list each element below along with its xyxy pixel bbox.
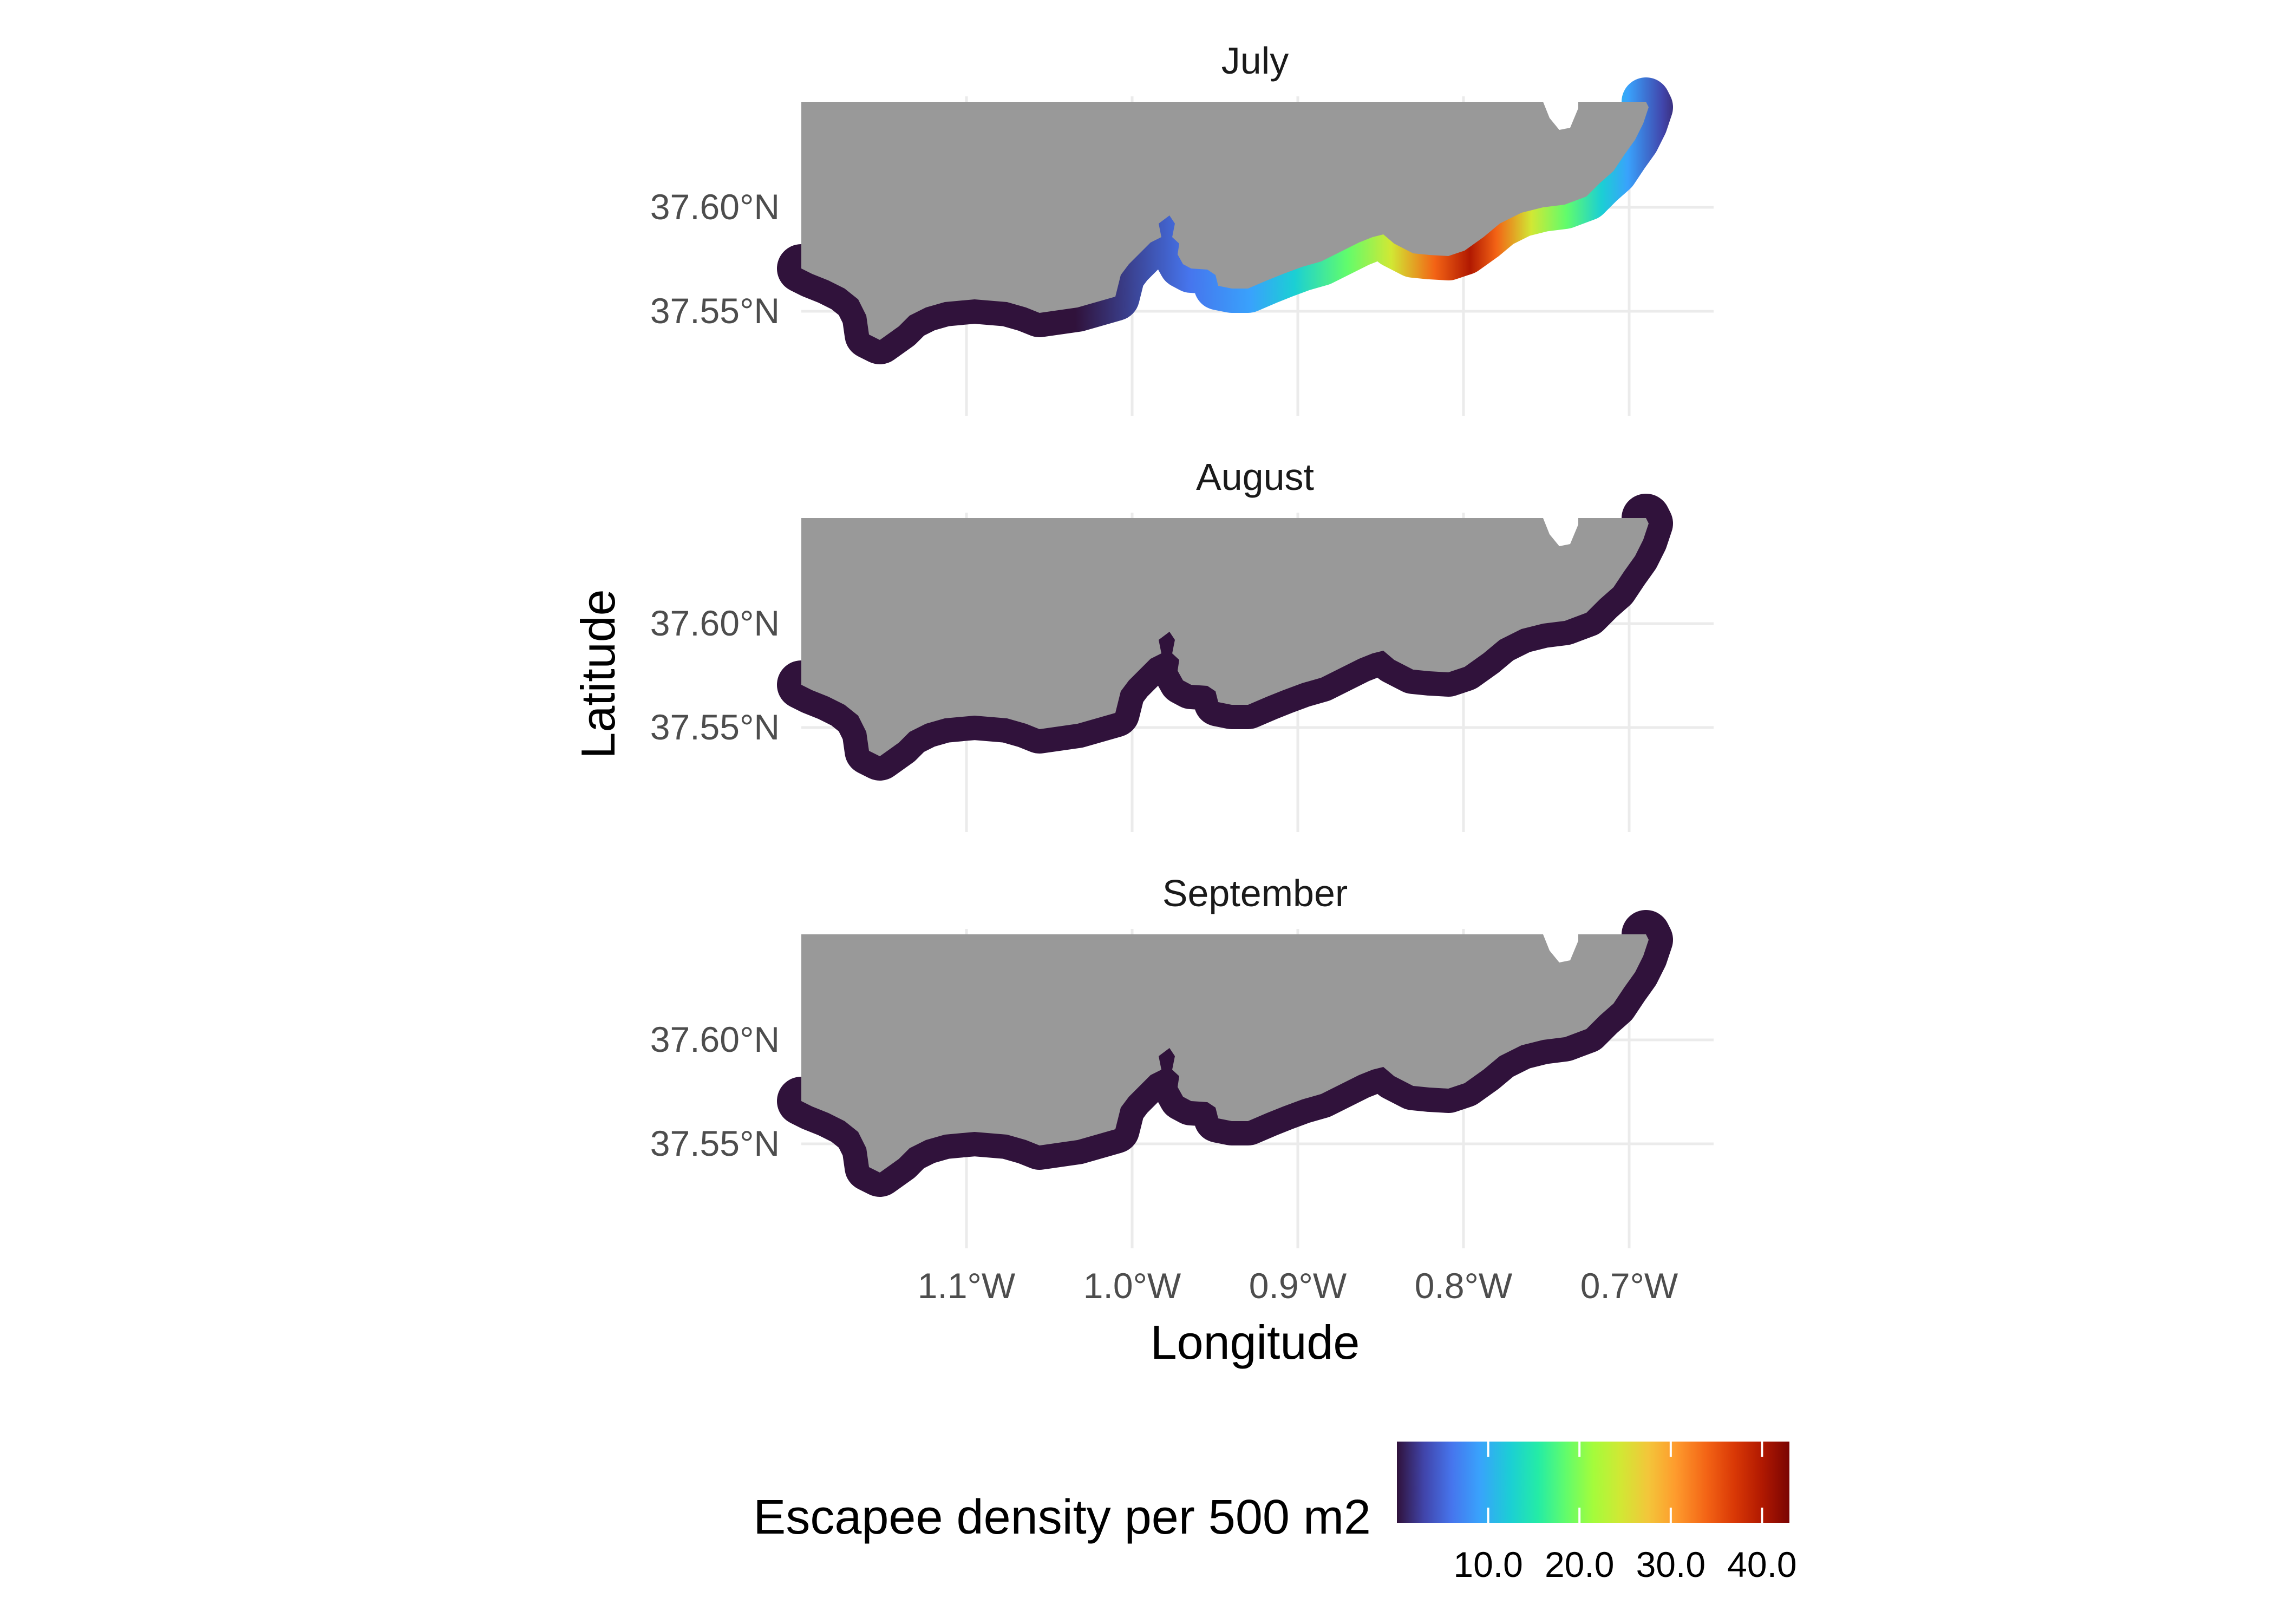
x-tick-label: 1.1°W <box>918 1266 1016 1306</box>
legend-tick-label: 30.0 <box>1636 1544 1706 1584</box>
facet-panel-august: August 37.60°N 37.55°N <box>650 456 1714 832</box>
facet-panel-july: July 37.60°N 37.55°N <box>650 40 1714 416</box>
x-axis-title: Longitude <box>1151 1315 1360 1369</box>
legend-ticks: 10.0 20.0 30.0 40.0 <box>1453 1442 1797 1584</box>
y-tick-label: 37.60°N <box>650 603 780 643</box>
legend-colorbar <box>1397 1442 1789 1523</box>
facet-panels: July37.60°N37.55°NAugust37.60°N37.55°NSe… <box>650 40 1714 1248</box>
y-tick-label: 37.55°N <box>650 291 780 331</box>
legend-tick-label: 20.0 <box>1545 1544 1614 1584</box>
y-tick-label: 37.60°N <box>650 1019 780 1059</box>
x-tick-label: 1.0°W <box>1083 1266 1181 1306</box>
legend-tick-label: 10.0 <box>1453 1544 1522 1584</box>
y-tick-label: 37.60°N <box>650 187 780 227</box>
y-axis-title: Latitude <box>571 589 625 758</box>
color-legend: Escapee density per 500 m2 10.0 20.0 30.0 4… <box>753 1442 1797 1584</box>
facet-title: September <box>1162 872 1348 914</box>
legend-tick-label: 40.0 <box>1727 1544 1796 1584</box>
x-axis-ticks: 1.1°W 1.0°W 0.9°W 0.8°W 0.7°W <box>918 1266 1678 1306</box>
x-tick-label: 0.8°W <box>1415 1266 1513 1306</box>
facet-panel-september: September 37.60°N 37.55°N <box>650 872 1714 1248</box>
y-tick-label: 37.55°N <box>650 1123 780 1163</box>
land-mass <box>801 518 1649 756</box>
y-tick-label: 37.55°N <box>650 707 780 747</box>
facet-title: August <box>1196 456 1314 498</box>
land-mass <box>801 102 1649 340</box>
facet-title: July <box>1221 40 1289 82</box>
legend-title: Escapee density per 500 m2 <box>753 1490 1371 1544</box>
x-tick-label: 0.9°W <box>1249 1266 1347 1306</box>
x-tick-label: 0.7°W <box>1580 1266 1678 1306</box>
land-mass <box>801 934 1649 1173</box>
